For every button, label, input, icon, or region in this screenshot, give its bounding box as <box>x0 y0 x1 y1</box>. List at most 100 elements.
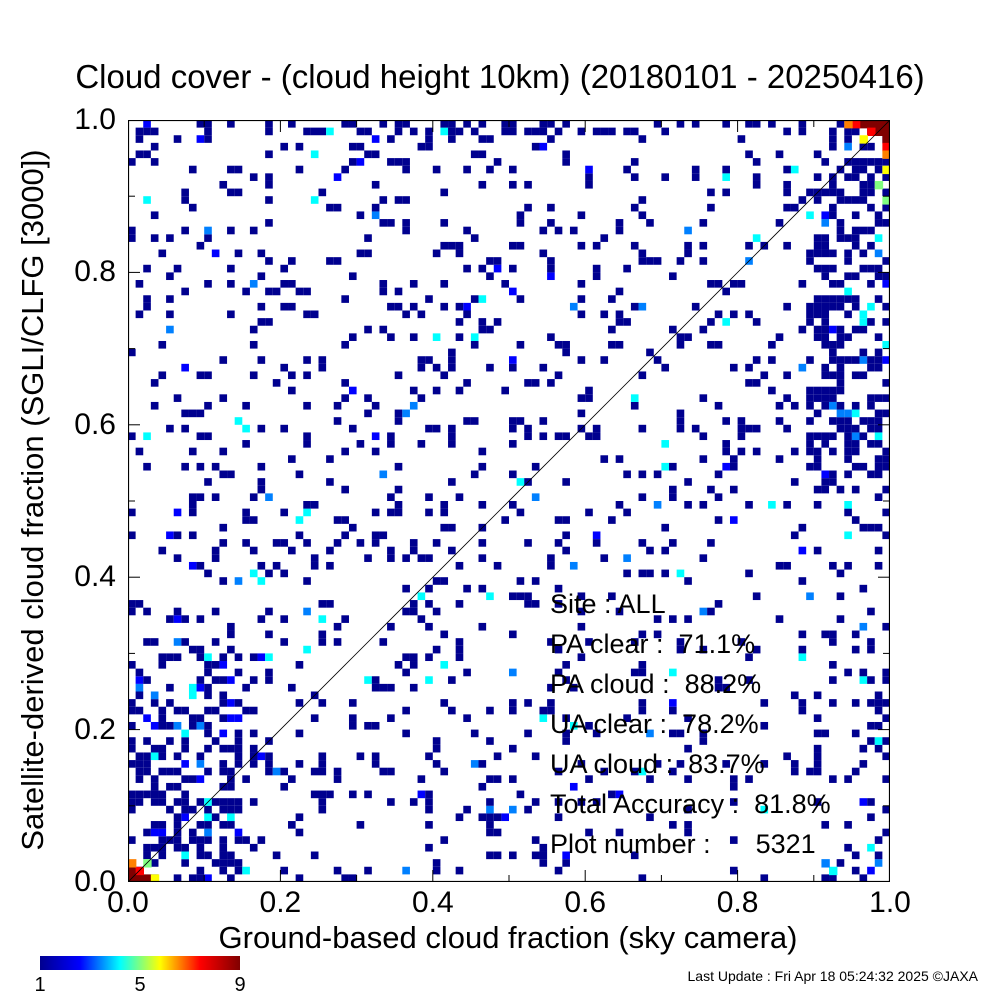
heatmap-cell <box>204 744 212 753</box>
heatmap-cell <box>265 120 273 128</box>
heatmap-cell <box>882 219 890 227</box>
heatmap-cell <box>707 539 715 547</box>
heatmap-cell <box>242 401 250 410</box>
heatmap-cell <box>615 310 624 319</box>
heatmap-cell <box>539 843 548 852</box>
heatmap-cell <box>227 630 235 639</box>
heatmap-cell <box>729 798 738 806</box>
heatmap-cell <box>722 760 730 768</box>
heatmap-cell <box>196 645 205 654</box>
heatmap-cell <box>859 523 868 532</box>
heatmap-cell <box>158 821 167 829</box>
heatmap-cell <box>158 828 167 837</box>
heatmap-cell <box>128 661 136 669</box>
heatmap-cell <box>333 775 342 783</box>
heatmap-cell <box>737 424 746 433</box>
heatmap-cell <box>874 721 883 730</box>
heatmap-cell <box>722 440 730 448</box>
heatmap-cell <box>318 356 327 364</box>
heatmap-cell <box>249 744 258 753</box>
heatmap-cell <box>577 592 586 601</box>
heatmap-cell <box>691 120 700 128</box>
heatmap-cell <box>874 417 883 425</box>
heatmap-cell <box>173 554 182 562</box>
heatmap-cell <box>303 127 311 136</box>
heatmap-cell <box>844 440 852 448</box>
heatmap-cell <box>280 638 289 646</box>
heatmap-cell <box>714 470 723 479</box>
heatmap-cell <box>775 455 784 463</box>
heatmap-cell <box>204 813 212 822</box>
heatmap-cell <box>280 363 289 372</box>
heatmap-cell <box>554 767 563 776</box>
heatmap-cell <box>486 592 494 601</box>
heatmap-cell <box>364 554 372 562</box>
heatmap-cell <box>417 142 426 151</box>
heatmap-cell <box>547 203 555 212</box>
heatmap-cell <box>829 203 837 212</box>
heatmap-cell <box>806 257 814 265</box>
heatmap-cell <box>173 607 182 616</box>
heatmap-cell <box>211 798 220 806</box>
heatmap-cell <box>539 851 548 860</box>
heatmap-cell <box>638 706 647 715</box>
heatmap-cell <box>859 325 868 334</box>
heatmap-cell <box>280 424 289 433</box>
heatmap-cell <box>257 302 266 311</box>
heatmap-cell <box>745 150 753 159</box>
heatmap-cell <box>318 188 327 197</box>
heatmap-cell <box>829 699 837 707</box>
heatmap-cell <box>539 859 548 867</box>
heatmap-cell <box>219 805 228 814</box>
heatmap-cell <box>196 432 205 441</box>
heatmap-cell <box>790 767 799 776</box>
heatmap-cell <box>318 699 327 707</box>
heatmap-cell <box>829 135 837 143</box>
heatmap-cell <box>577 653 586 662</box>
heatmap-cell <box>874 523 883 532</box>
heatmap-cell <box>280 142 289 151</box>
heatmap-cell <box>547 135 555 143</box>
heatmap-cell <box>158 661 167 669</box>
heatmap-cell <box>387 767 395 776</box>
heatmap-cell <box>196 843 205 852</box>
heatmap-cell <box>493 775 502 783</box>
heatmap-cell <box>219 699 228 707</box>
heatmap-cell <box>524 600 532 608</box>
heatmap-cell <box>592 531 601 540</box>
heatmap-cell <box>463 379 471 387</box>
heatmap-cell <box>752 120 761 128</box>
heatmap-cell <box>181 363 189 372</box>
heatmap-cell <box>143 127 151 136</box>
heatmap-cell <box>867 280 875 288</box>
heatmap-cell <box>448 478 456 486</box>
heatmap-cell <box>166 699 174 707</box>
heatmap-cell <box>173 813 182 822</box>
heatmap-cell <box>219 653 228 662</box>
heatmap-cell <box>821 386 830 395</box>
heatmap-cell <box>470 295 479 303</box>
heatmap-cell <box>409 401 418 410</box>
heatmap-cell <box>257 272 266 281</box>
heatmap-cell <box>684 577 692 585</box>
heatmap-cell <box>623 318 631 326</box>
heatmap-cell <box>470 234 479 242</box>
heatmap-cell <box>219 843 228 852</box>
heatmap-cell <box>265 676 273 684</box>
heatmap-cell <box>219 714 228 722</box>
heatmap-cell <box>249 546 258 555</box>
heatmap-cell <box>752 180 761 189</box>
heatmap-cell <box>821 318 830 326</box>
heatmap-cell <box>371 508 380 517</box>
heatmap-cell <box>333 401 342 410</box>
heatmap-cell <box>341 340 349 349</box>
heatmap-cell <box>829 180 837 189</box>
heatmap-cell <box>204 478 212 486</box>
heatmap-cell <box>874 706 883 715</box>
heatmap-cell <box>569 302 578 311</box>
heatmap-cell <box>554 127 563 136</box>
heatmap-cell <box>615 607 624 616</box>
heatmap-cell <box>448 127 456 136</box>
heatmap-cell <box>714 683 723 692</box>
heatmap-cell <box>509 744 517 753</box>
